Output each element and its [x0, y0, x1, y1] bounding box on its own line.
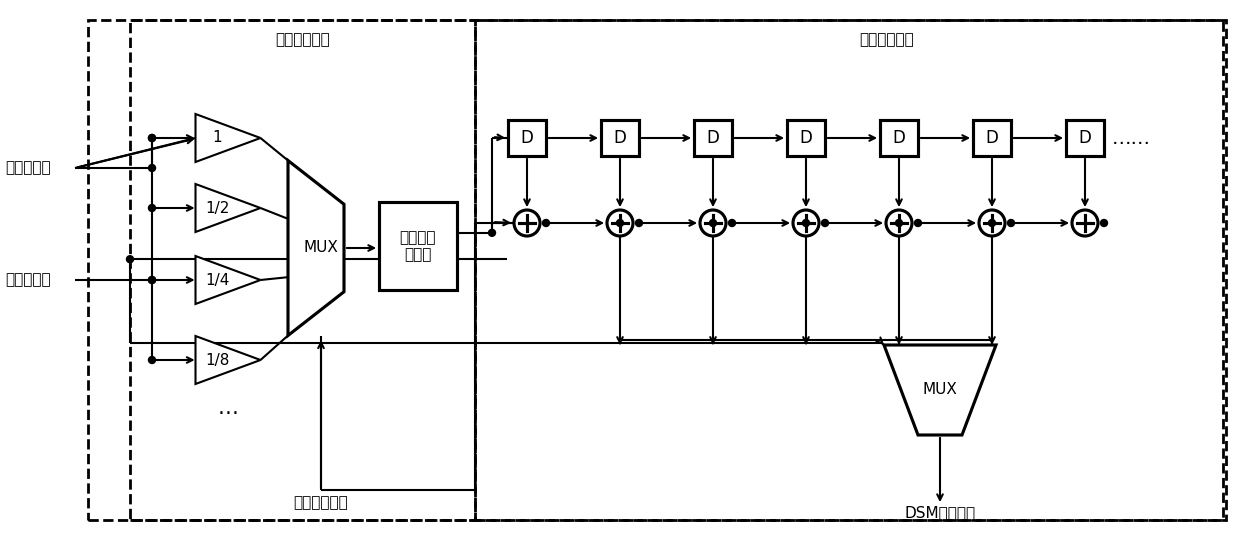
Circle shape	[794, 210, 818, 236]
Circle shape	[635, 220, 642, 226]
Text: D: D	[893, 129, 905, 147]
Circle shape	[915, 220, 921, 226]
Text: 1/2: 1/2	[205, 201, 229, 216]
Text: MUX: MUX	[923, 383, 957, 398]
Circle shape	[701, 210, 725, 236]
Polygon shape	[196, 256, 260, 304]
Text: D: D	[1079, 129, 1091, 147]
Text: D: D	[614, 129, 626, 147]
Text: MUX: MUX	[304, 240, 339, 256]
Text: 1/8: 1/8	[205, 352, 229, 367]
Text: 档位选择信号: 档位选择信号	[294, 495, 348, 510]
Text: …: …	[217, 398, 238, 418]
Circle shape	[149, 277, 155, 284]
Polygon shape	[196, 114, 260, 162]
Circle shape	[149, 357, 155, 364]
Circle shape	[895, 220, 903, 226]
Circle shape	[887, 210, 911, 236]
Polygon shape	[288, 160, 343, 336]
Polygon shape	[884, 345, 996, 435]
Circle shape	[149, 134, 155, 141]
Bar	[601, 120, 639, 156]
Circle shape	[149, 134, 155, 141]
Polygon shape	[196, 336, 260, 384]
Circle shape	[149, 165, 155, 172]
Text: 1: 1	[212, 131, 222, 145]
Circle shape	[980, 210, 1004, 236]
Bar	[130, 20, 475, 520]
Circle shape	[543, 220, 549, 226]
Text: D: D	[986, 129, 998, 147]
Text: 1/4: 1/4	[205, 273, 229, 287]
Bar	[787, 120, 825, 156]
Circle shape	[149, 277, 155, 284]
Circle shape	[1101, 220, 1107, 226]
Circle shape	[149, 204, 155, 211]
Text: DSM输出信号: DSM输出信号	[904, 505, 976, 520]
Bar	[694, 120, 732, 156]
Circle shape	[489, 229, 496, 236]
Circle shape	[608, 210, 632, 236]
Circle shape	[821, 220, 828, 226]
Circle shape	[1007, 220, 1014, 226]
Bar	[508, 120, 546, 156]
Text: D: D	[707, 129, 719, 147]
Bar	[1066, 120, 1104, 156]
Circle shape	[515, 210, 539, 236]
Polygon shape	[196, 184, 260, 232]
Circle shape	[988, 220, 996, 226]
Text: 整数分频比: 整数分频比	[5, 160, 51, 175]
Text: D: D	[521, 129, 533, 147]
Circle shape	[802, 220, 810, 226]
Circle shape	[616, 220, 624, 226]
Bar	[880, 120, 918, 156]
Bar	[973, 120, 1011, 156]
Text: 档位选择模块: 档位选择模块	[275, 32, 330, 47]
Circle shape	[709, 220, 717, 226]
Text: 多级级联
调制器: 多级级联 调制器	[399, 230, 436, 262]
Circle shape	[126, 256, 134, 263]
Text: 小数分频比: 小数分频比	[5, 273, 51, 287]
Bar	[379, 202, 458, 290]
Text: 陷波滤波模块: 陷波滤波模块	[859, 32, 914, 47]
Circle shape	[1073, 210, 1097, 236]
Text: D: D	[800, 129, 812, 147]
Circle shape	[729, 220, 735, 226]
Text: ……: ……	[1112, 129, 1151, 147]
Bar	[475, 20, 1223, 520]
